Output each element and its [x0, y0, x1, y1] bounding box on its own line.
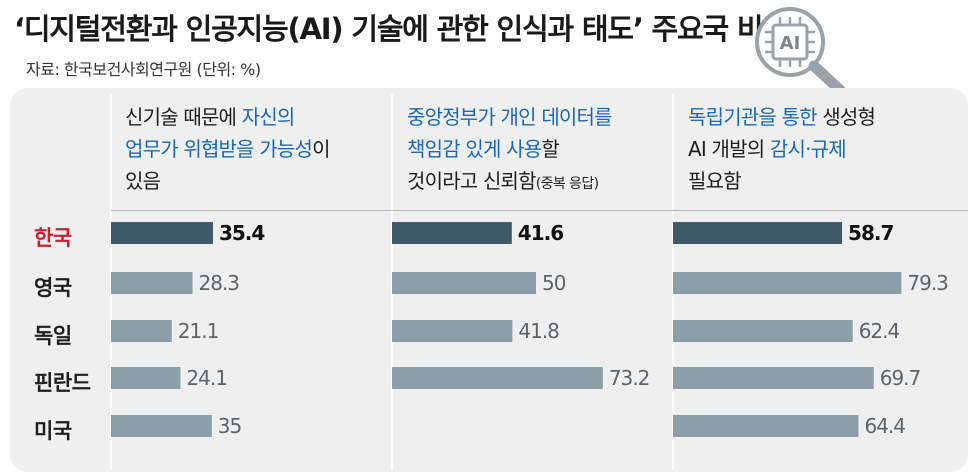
chip-body: [771, 23, 809, 61]
header-line: AI 개발의 감시·규제: [688, 133, 958, 165]
bar-value-label: 50: [542, 271, 566, 295]
header-text: 것이라고 신뢰함: [407, 169, 537, 193]
column-header: 신기술 때문에 자신의 업무가 위협받을 가능성이 있음: [125, 101, 387, 197]
bar-value-label: 64.4: [864, 414, 905, 438]
header-divider: [111, 210, 968, 211]
header-text: 신기술 때문에: [125, 105, 242, 129]
country-label: 영국: [34, 276, 72, 300]
bar-value-label: 58.7: [848, 221, 893, 245]
bar: [673, 222, 843, 244]
header-line: 있음: [125, 165, 387, 197]
bar-value-label: 28.3: [199, 271, 240, 295]
bar: [111, 222, 213, 244]
header-line: 것이라고 신뢰함(중복 응답): [407, 165, 669, 200]
bar: [673, 320, 853, 342]
country-label: 핀란드: [34, 371, 91, 395]
bar-value-label: 35.4: [219, 221, 264, 245]
logo-text: AI: [780, 33, 801, 54]
bar-value-label: 35: [218, 414, 241, 438]
header-line: 신기술 때문에 자신의: [125, 101, 387, 133]
header-highlight-text: 독립기관을 통한: [688, 105, 818, 129]
bar: [111, 415, 212, 437]
bar: [392, 272, 536, 294]
magnifier-handle: [808, 60, 846, 96]
header-text: AI 개발의: [688, 137, 770, 161]
column-divider: [110, 94, 112, 470]
bar-value-label: 73.2: [609, 366, 650, 390]
column-divider: [672, 94, 674, 470]
bar-value-label: 41.6: [518, 221, 563, 245]
column-header: 독립기관을 통한 생성형 AI 개발의 감시·규제 필요함: [688, 101, 958, 197]
magnifier-chip-icon: AI: [755, 7, 846, 96]
bar-value-label: 21.1: [178, 319, 219, 343]
column-header: 중앙정부가 개인 데이터를 책임감 있게 사용할 것이라고 신뢰함(중복 응답): [407, 101, 669, 200]
header-line: 업무가 위협받을 가능성이: [125, 133, 387, 165]
bar: [392, 222, 512, 244]
header-highlight-text: 감시·규제: [769, 137, 847, 161]
header-text: 할: [541, 137, 559, 161]
header-line: 책임감 있게 사용할: [407, 133, 669, 165]
header-text: 있음: [125, 169, 161, 193]
header-text: 필요함: [688, 169, 742, 193]
bar: [673, 367, 874, 389]
bar-value-label: 24.1: [186, 366, 227, 390]
bar-value-label: 69.7: [880, 366, 921, 390]
country-label: 독일: [34, 324, 72, 348]
bar: [673, 415, 859, 437]
bar: [673, 272, 902, 294]
header-highlight-text: 업무가 위협받을 가능성: [125, 137, 313, 161]
source-note: 자료: 한국보건사회연구원 (단위: %): [26, 60, 261, 79]
bar: [392, 367, 603, 389]
header-text: 이: [312, 137, 330, 161]
header-highlight-text: 자신의: [241, 105, 296, 129]
page-title: ‘디지털전환과 인공지능(AI) 기술에 관한 인식과 태도’ 주요국 비교: [14, 12, 789, 46]
header-line: 중앙정부가 개인 데이터를: [407, 101, 669, 133]
header-line: 필요함: [688, 165, 958, 197]
country-label: 미국: [34, 419, 72, 443]
header-text: 생성형: [816, 105, 876, 129]
country-label: 한국: [34, 226, 72, 250]
header-note-text: (중복 응답): [535, 176, 599, 192]
header-highlight-text: 중앙정부가 개인 데이터를: [407, 105, 613, 129]
bar: [111, 272, 193, 294]
header-line: 독립기관을 통한 생성형: [688, 101, 958, 133]
bar: [392, 320, 513, 342]
column-divider: [391, 94, 393, 470]
bar-value-label: 79.3: [907, 271, 948, 295]
header-highlight-text: 책임감 있게 사용: [407, 137, 542, 161]
bar-value-label: 62.4: [859, 319, 900, 343]
bar: [111, 367, 181, 389]
bar: [111, 320, 172, 342]
bar-value-label: 41.8: [518, 319, 559, 343]
